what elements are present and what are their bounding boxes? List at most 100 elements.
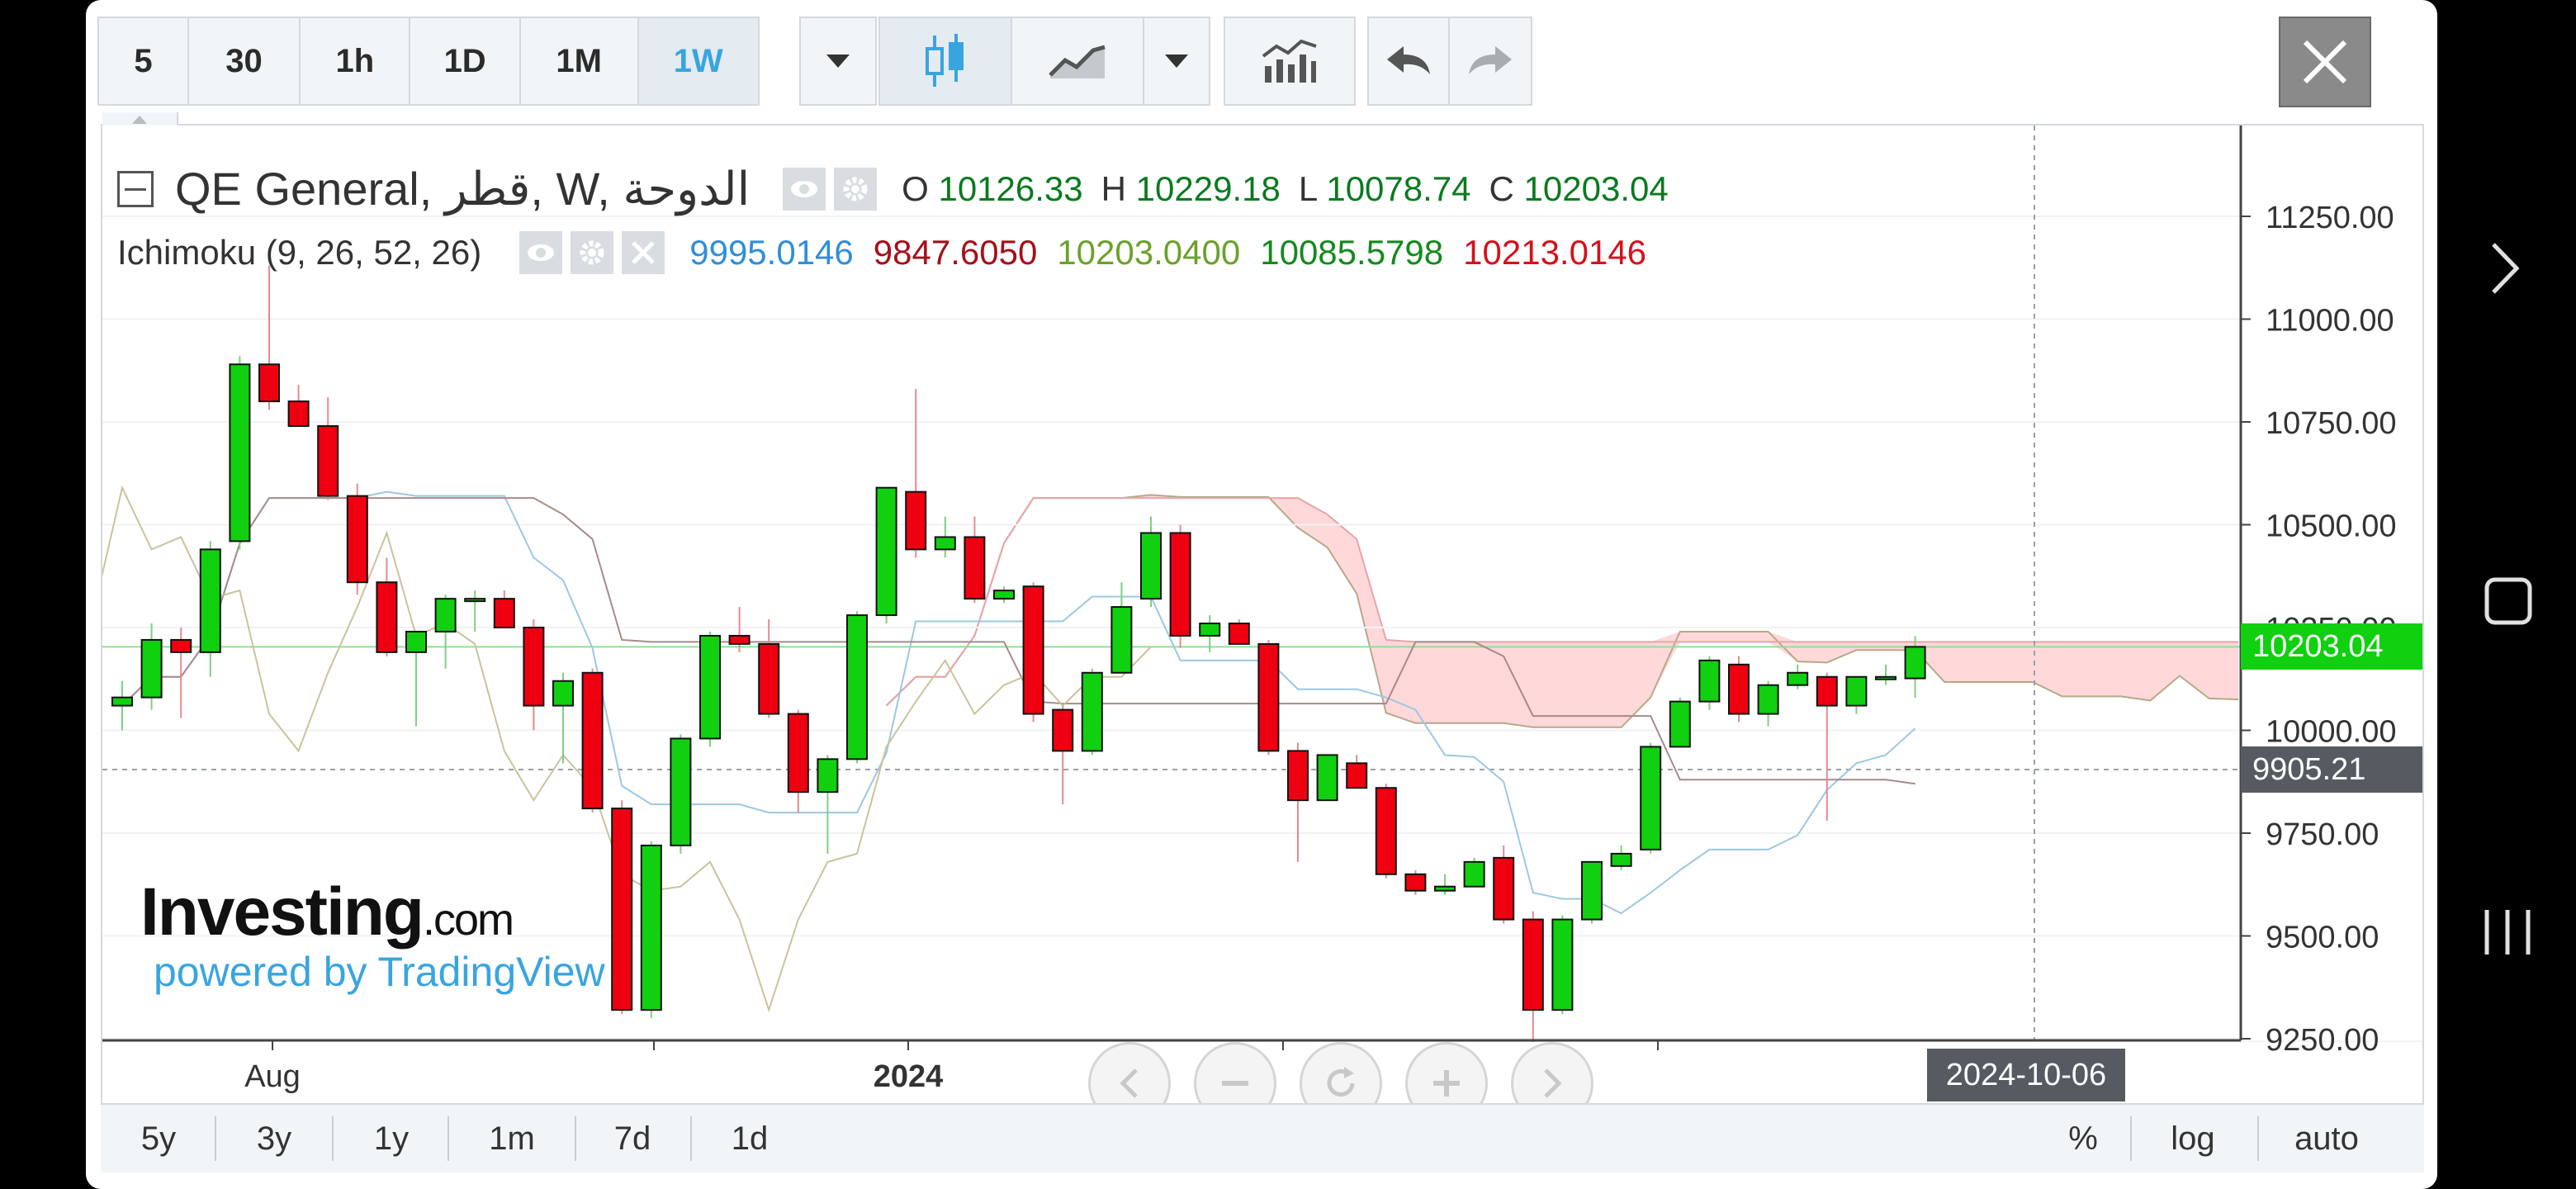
price-tick-label: 10000.00 bbox=[2266, 715, 2397, 750]
range-3y-button[interactable]: 3y bbox=[256, 1120, 292, 1157]
candle bbox=[1698, 656, 1721, 710]
price-tick-label: 10500.00 bbox=[2266, 509, 2397, 544]
price-tick-label: 11000.00 bbox=[2266, 304, 2394, 339]
candle bbox=[1610, 845, 1632, 870]
candle bbox=[1551, 915, 1574, 1015]
candle bbox=[1316, 754, 1338, 802]
candle bbox=[464, 590, 486, 632]
candle-body bbox=[640, 844, 662, 1011]
candle bbox=[1757, 680, 1779, 727]
range-5y-button[interactable]: 5y bbox=[140, 1120, 177, 1157]
candle bbox=[728, 607, 751, 652]
chart-type-dropdown-icon[interactable] bbox=[1144, 18, 1209, 104]
candle bbox=[1169, 524, 1191, 648]
price-tick-label: 9250.00 bbox=[2266, 1023, 2379, 1058]
candle bbox=[699, 631, 721, 747]
candle-body bbox=[1551, 918, 1574, 1011]
undo-icon[interactable] bbox=[1369, 18, 1450, 104]
candle bbox=[581, 668, 604, 813]
cursor-time-tag: 2024-10-06 bbox=[1927, 1049, 2125, 1101]
range-1d-button[interactable]: 1d bbox=[731, 1120, 769, 1157]
interval-30-button[interactable]: 30 bbox=[189, 18, 301, 104]
chart-panel[interactable]: 11250.0011000.0010750.0010500.0010250.00… bbox=[101, 112, 2424, 1172]
candle-body bbox=[846, 614, 868, 760]
candle-body bbox=[1787, 671, 1809, 686]
close-button[interactable] bbox=[2279, 17, 2371, 107]
refresh-icon bbox=[1327, 1067, 1355, 1097]
close-icon bbox=[2303, 40, 2347, 84]
collapse-handle[interactable] bbox=[102, 112, 178, 126]
indicator-gear-icon[interactable] bbox=[571, 231, 614, 274]
chart-type-toolbar bbox=[878, 17, 1210, 106]
percent-scale-button[interactable]: % bbox=[2068, 1120, 2098, 1157]
interval-1w-button[interactable]: 1W bbox=[638, 18, 758, 104]
forward-nav-icon[interactable] bbox=[2488, 241, 2522, 300]
candle-body bbox=[1610, 852, 1632, 867]
candle bbox=[1140, 516, 1162, 608]
candle bbox=[758, 619, 780, 718]
candle-body bbox=[1346, 762, 1368, 789]
eye-icon[interactable] bbox=[783, 168, 826, 211]
log-scale-button[interactable]: log bbox=[2171, 1120, 2215, 1157]
indicator-eye-icon[interactable] bbox=[519, 231, 563, 274]
tenkan-line bbox=[121, 490, 1916, 915]
area-chart-icon[interactable] bbox=[1012, 18, 1144, 104]
interval-dropdown-button[interactable] bbox=[799, 17, 877, 106]
chikou-value: 10203.0400 bbox=[1057, 233, 1241, 272]
redo-icon[interactable] bbox=[1450, 18, 1531, 104]
price-tick-label: 9750.00 bbox=[2266, 817, 2379, 852]
range-bar: 5y 3y 1y 1m 7d 1d % log auto bbox=[101, 1103, 2424, 1172]
interval-1d-button[interactable]: 1D bbox=[410, 18, 521, 104]
candle-body bbox=[1698, 659, 1721, 703]
candle-body bbox=[1434, 885, 1456, 892]
range-1m-button[interactable]: 1m bbox=[489, 1120, 535, 1157]
candle-body bbox=[1640, 746, 1662, 850]
candle-body bbox=[229, 363, 251, 542]
candle bbox=[229, 356, 251, 550]
candle-body bbox=[964, 536, 986, 600]
candle bbox=[1110, 582, 1133, 674]
candle bbox=[1581, 860, 1603, 924]
candle-body bbox=[1404, 873, 1427, 892]
time-tick-label: Aug bbox=[244, 1059, 301, 1094]
candle-body bbox=[1257, 642, 1280, 752]
candle bbox=[1728, 656, 1750, 722]
price-axis-bg bbox=[2241, 126, 2422, 1040]
collapse-legend-icon[interactable] bbox=[117, 171, 154, 207]
auto-scale-button[interactable]: auto bbox=[2294, 1120, 2359, 1157]
chevron-right-icon bbox=[1544, 1068, 1562, 1098]
interval-1h-button[interactable]: 1h bbox=[301, 18, 411, 104]
ichimoku-cloud bbox=[886, 495, 2239, 727]
candle bbox=[1904, 636, 1926, 699]
candle bbox=[1346, 755, 1368, 789]
candlestick-icon[interactable] bbox=[880, 18, 1012, 104]
gear-icon[interactable] bbox=[834, 168, 878, 211]
indicators-button[interactable] bbox=[1224, 17, 1356, 106]
candle bbox=[111, 680, 133, 731]
powered-by-tradingview[interactable]: powered by TradingView bbox=[154, 949, 605, 995]
candle-body bbox=[1845, 675, 1868, 707]
interval-1m-button[interactable]: 1M bbox=[521, 18, 639, 104]
candle bbox=[817, 755, 839, 854]
candle bbox=[1434, 874, 1456, 895]
recents-nav-icon[interactable] bbox=[2480, 907, 2535, 962]
indicator-remove-icon[interactable] bbox=[622, 231, 665, 274]
candle bbox=[199, 541, 221, 677]
candle-body bbox=[1728, 663, 1750, 715]
candle-body bbox=[405, 630, 427, 653]
home-nav-icon[interactable] bbox=[2484, 576, 2533, 630]
interval-5-button[interactable]: 5 bbox=[99, 18, 189, 104]
candle-body bbox=[905, 490, 927, 551]
candle bbox=[523, 619, 545, 731]
senkou-b-line bbox=[885, 497, 2239, 707]
candle-body bbox=[111, 696, 133, 707]
candle bbox=[1787, 664, 1809, 689]
candle-body bbox=[1110, 606, 1133, 674]
candle bbox=[1816, 672, 1838, 822]
candle-body bbox=[934, 536, 956, 551]
range-1y-button[interactable]: 1y bbox=[373, 1120, 410, 1157]
senkou-b-value: 10213.0146 bbox=[1463, 233, 1647, 272]
indicators-icon bbox=[1225, 18, 1354, 104]
range-7d-button[interactable]: 7d bbox=[613, 1120, 651, 1157]
candle-body bbox=[1287, 750, 1309, 802]
